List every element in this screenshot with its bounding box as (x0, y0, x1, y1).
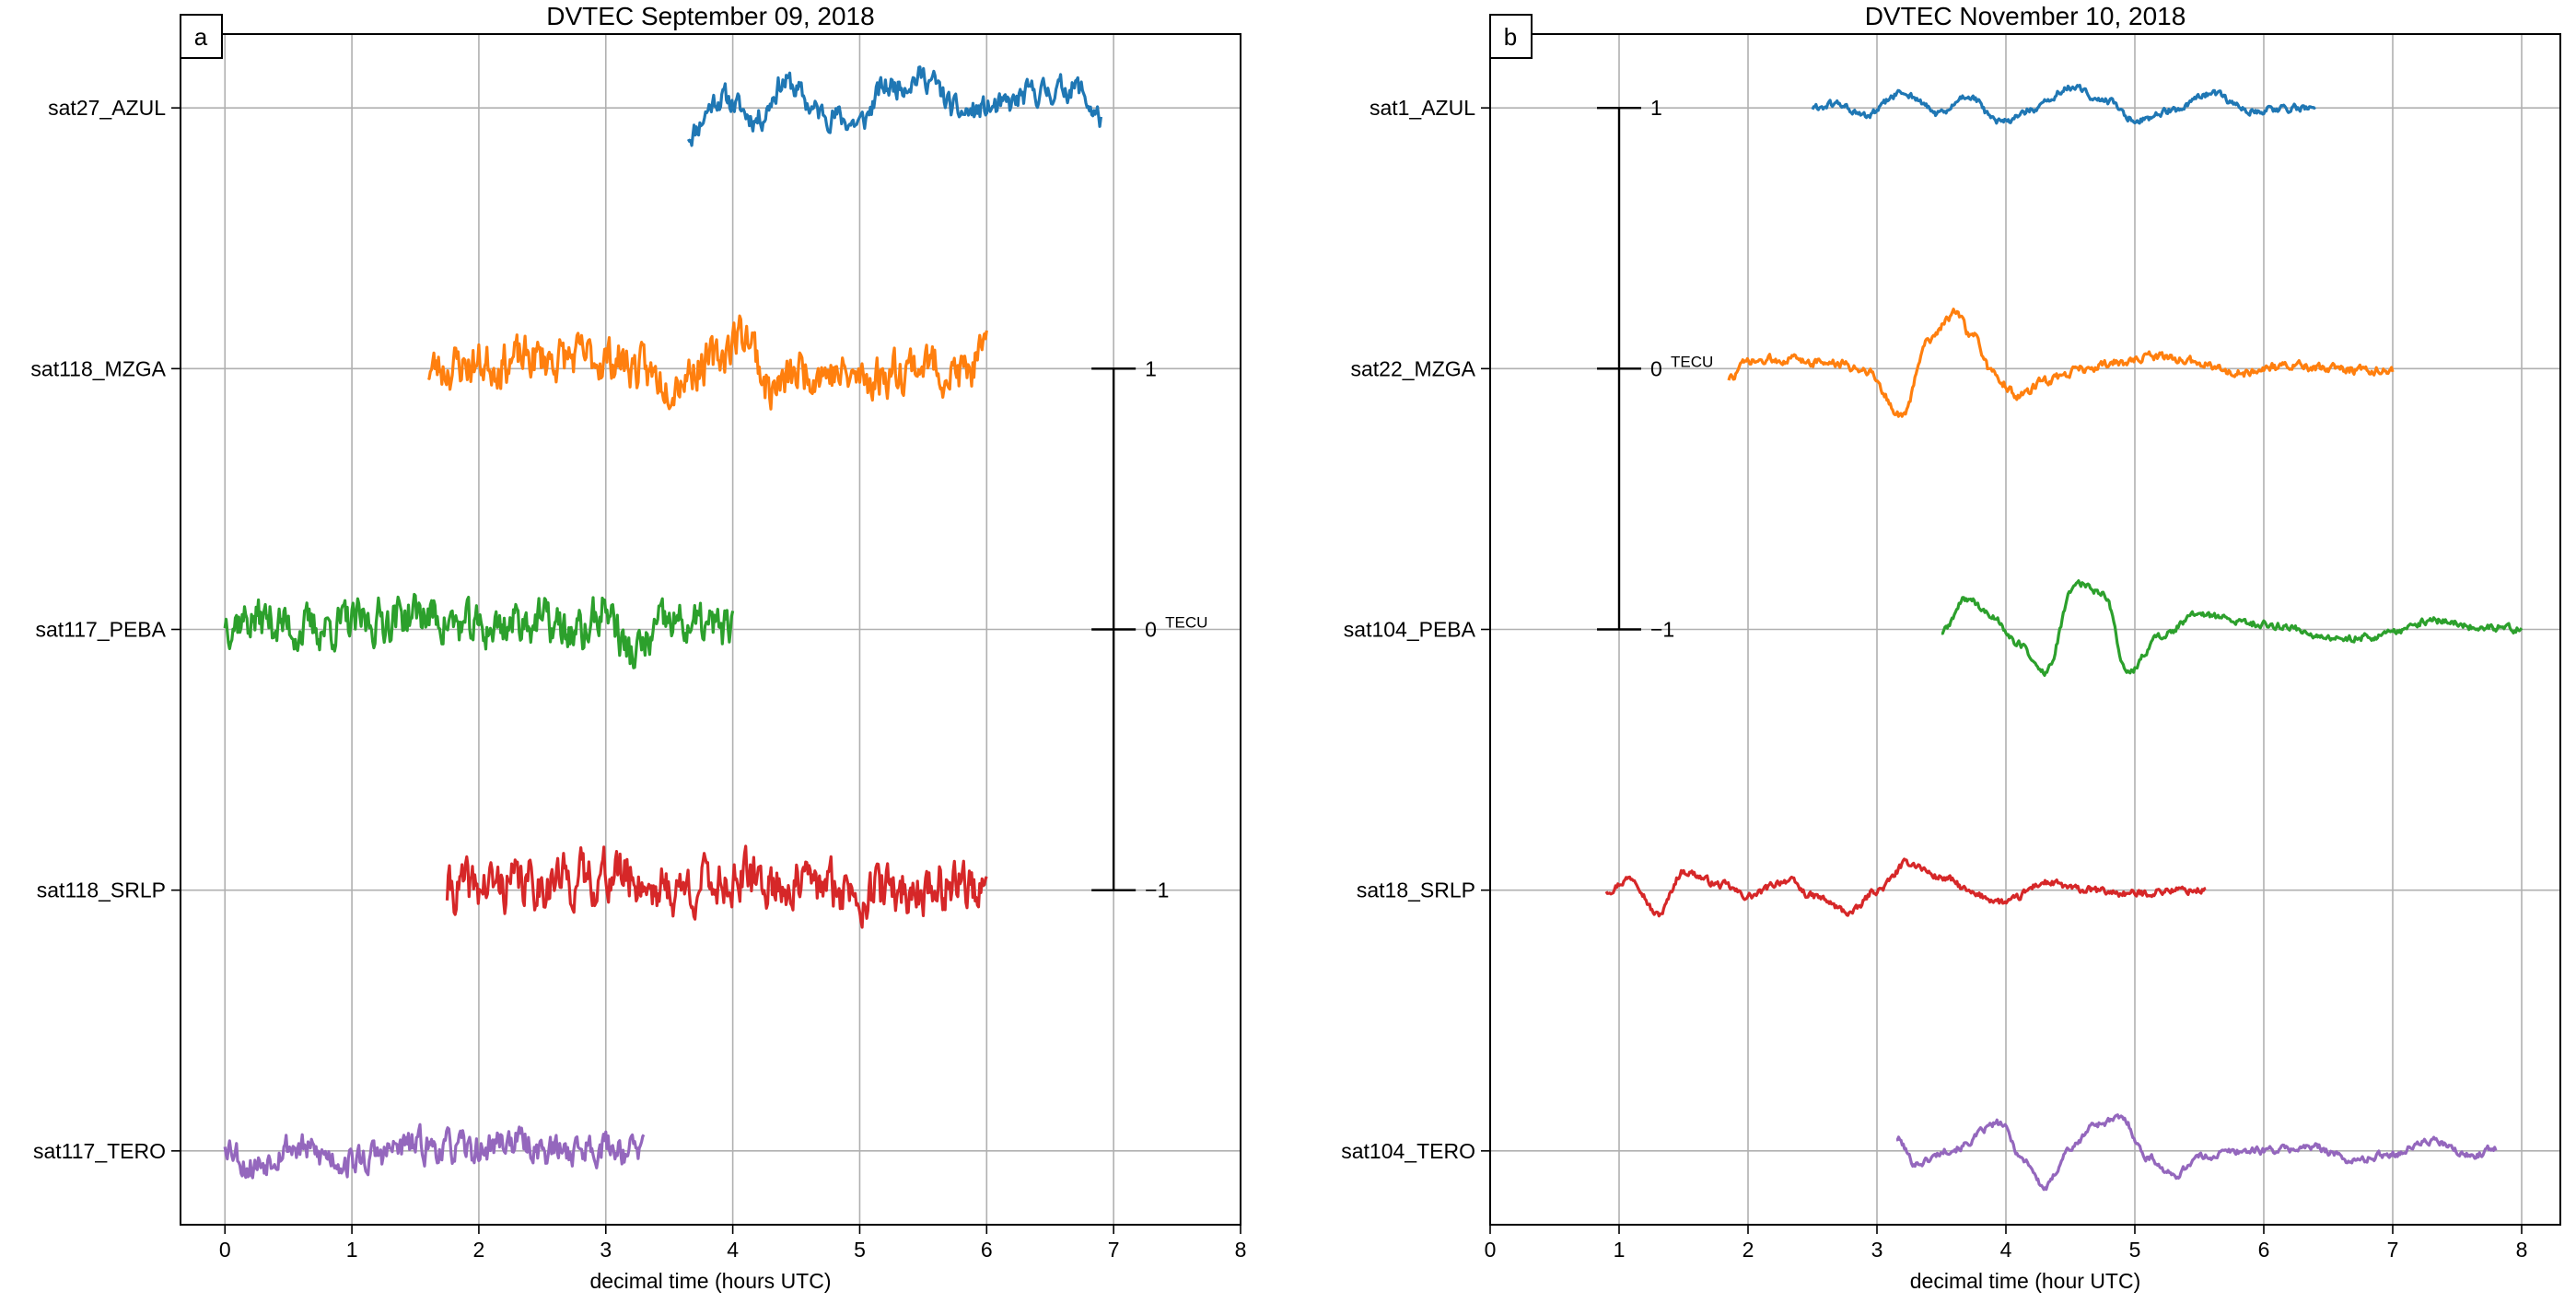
y-tick-label: sat118_SRLP (37, 878, 166, 902)
x-tick-label: 6 (2258, 1238, 2270, 1262)
series-line (1811, 83, 2316, 125)
scale-bar-upper-label: 1 (1145, 356, 1157, 380)
x-tick-label: 1 (1614, 1238, 1626, 1262)
x-tick-label: 5 (854, 1238, 866, 1262)
x-tick-label: 4 (2000, 1238, 2012, 1262)
series-line (223, 1123, 646, 1180)
x-tick-label: 7 (2387, 1238, 2399, 1262)
scale-bar-middle-label: 0 (1650, 356, 1662, 380)
x-tick-label: 1 (346, 1238, 358, 1262)
series-line (1895, 1113, 2498, 1192)
panel-label: a (194, 23, 208, 51)
x-tick-label: 0 (219, 1238, 231, 1262)
chart-title: DVTEC September 09, 2018 (546, 2, 874, 30)
plot-frame (1489, 33, 2561, 1226)
x-axis-label: decimal time (hour UTC) (1910, 1269, 2141, 1293)
series-line (445, 844, 988, 929)
x-tick-label: 0 (1485, 1238, 1497, 1262)
x-tick-label: 3 (1871, 1238, 1883, 1262)
panel-a: sat27_AZUL sat118_MZGA sat117_PEBA sat118_S… (30, 2, 1246, 1293)
x-tick-label: 8 (2516, 1238, 2528, 1262)
x-tick-label: 3 (600, 1238, 612, 1262)
plot-frame (180, 33, 1241, 1226)
y-tick-label: sat117_PEBA (35, 618, 166, 642)
series-line (426, 314, 988, 411)
series-line (1727, 308, 2395, 418)
x-tick-label: 2 (473, 1238, 485, 1262)
scale-bar-lower-label: −1 (1650, 618, 1674, 642)
panel-b: sat1_AZUL sat22_MZGA sat104_PEBA sat18_SRLP… (1341, 2, 2561, 1293)
y-tick-label: sat118_MZGA (30, 356, 166, 380)
x-tick-label: 2 (1743, 1238, 1754, 1262)
chart-title: DVTEC November 10, 2018 (1865, 2, 2186, 30)
series-line (1941, 579, 2524, 678)
panel-label-box (180, 14, 223, 59)
scale-bar-unit-label: TECU (1671, 353, 1713, 370)
series-line (223, 592, 735, 669)
y-tick-label: sat27_AZUL (48, 96, 166, 120)
scale-bar-middle-label: 0 (1145, 618, 1157, 642)
x-tick-label: 6 (981, 1238, 993, 1262)
y-tick-label: sat22_MZGA (1351, 356, 1476, 380)
scale-bar-unit-label: TECU (1165, 614, 1207, 632)
series-line (686, 65, 1102, 147)
panel-label-box (1489, 14, 1533, 59)
series-line (1604, 857, 2207, 918)
scale-bar-lower-label: −1 (1145, 878, 1169, 902)
y-tick-label: sat104_PEBA (1344, 618, 1476, 642)
x-tick-label: 4 (727, 1238, 739, 1262)
y-tick-label: sat18_SRLP (1357, 878, 1475, 902)
panel-label: b (1504, 23, 1517, 51)
x-tick-label: 7 (1108, 1238, 1120, 1262)
y-tick-label: sat104_TERO (1341, 1139, 1475, 1163)
x-tick-label: 8 (1235, 1238, 1247, 1262)
x-tick-label: 5 (2129, 1238, 2141, 1262)
scale-bar-upper-label: 1 (1650, 96, 1662, 120)
x-axis-label: decimal time (hours UTC) (590, 1269, 832, 1293)
y-tick-label: sat1_AZUL (1370, 96, 1475, 120)
y-tick-label: sat117_TERO (33, 1139, 166, 1163)
